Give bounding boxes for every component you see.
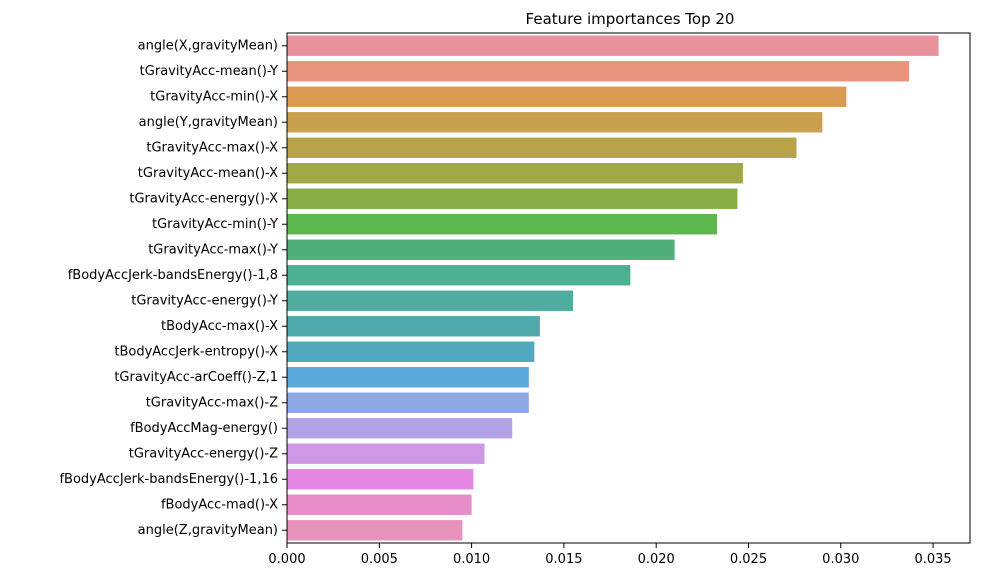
- y-tick-label: tGravityAcc-max()-Z: [146, 395, 278, 410]
- bar-10: [287, 265, 631, 286]
- bar-3: [287, 86, 847, 107]
- bar-9: [287, 239, 675, 260]
- y-tick-label: tGravityAcc-energy()-X: [129, 191, 278, 206]
- bar-20: [287, 520, 463, 541]
- y-tick-label: tGravityAcc-max()-X: [146, 140, 278, 155]
- y-tick-label: tGravityAcc-energy()-Y: [131, 293, 278, 308]
- y-tick-label: tBodyAccJerk-entropy()-X: [114, 344, 278, 359]
- y-tick-label: angle(Z,gravityMean): [138, 523, 278, 538]
- y-tick-label: fBodyAcc-mad()-X: [161, 497, 278, 512]
- bar-7: [287, 188, 738, 209]
- y-tick-label: tGravityAcc-mean()-X: [138, 166, 278, 181]
- y-tick-label: tGravityAcc-mean()-Y: [140, 64, 278, 79]
- y-axis-labels: angle(X,gravityMean) tGravityAcc-mean()-Y…: [59, 38, 287, 538]
- x-tick-label: 0.010: [453, 552, 490, 567]
- bar-19: [287, 494, 472, 515]
- plot-frame: [286, 32, 971, 544]
- x-tick-label: 0.000: [268, 552, 305, 567]
- x-tick-label: 0.030: [822, 552, 859, 567]
- bar-13: [287, 341, 535, 362]
- y-tick-label: tGravityAcc-energy()-Z: [129, 446, 278, 461]
- y-tick-label: fBodyAccMag-energy(): [130, 421, 278, 436]
- bars-layer: [287, 35, 939, 541]
- y-tick-label: fBodyAccJerk-bandsEnergy()-1,8: [68, 268, 278, 283]
- bar-5: [287, 137, 797, 158]
- bar-16: [287, 418, 513, 439]
- y-tick-label: angle(X,gravityMean): [138, 38, 278, 53]
- bar-18: [287, 469, 474, 490]
- y-tick-label: tBodyAcc-max()-X: [161, 319, 278, 334]
- x-tick-label: 0.020: [638, 552, 675, 567]
- bar-6: [287, 163, 743, 184]
- bar-17: [287, 443, 485, 464]
- chart-title: Feature importances Top 20: [526, 10, 735, 28]
- y-tick-label: fBodyAccJerk-bandsEnergy()-1,16: [59, 472, 278, 487]
- x-axis: 0.000 0.005 0.010 0.015 0.020 0.025 0.030 0.035: [268, 543, 952, 567]
- y-tick-label: tGravityAcc-max()-Y: [148, 242, 278, 257]
- x-tick-label: 0.035: [914, 552, 951, 567]
- y-tick-label: angle(Y,gravityMean): [139, 115, 278, 130]
- x-tick-label: 0.025: [730, 552, 767, 567]
- bar-12: [287, 316, 540, 337]
- y-tick-label: tGravityAcc-min()-Y: [152, 217, 278, 232]
- x-tick-label: 0.015: [545, 552, 582, 567]
- x-tick-label: 0.005: [361, 552, 398, 567]
- y-tick-label: tGravityAcc-arCoeff()-Z,1: [114, 370, 278, 385]
- bar-4: [287, 112, 823, 133]
- bar-1: [287, 35, 939, 56]
- bar-11: [287, 290, 574, 311]
- y-tick-label: tGravityAcc-min()-X: [150, 89, 278, 104]
- bar-8: [287, 214, 718, 235]
- bar-15: [287, 392, 529, 413]
- bar-2: [287, 61, 910, 82]
- bar-14: [287, 367, 529, 388]
